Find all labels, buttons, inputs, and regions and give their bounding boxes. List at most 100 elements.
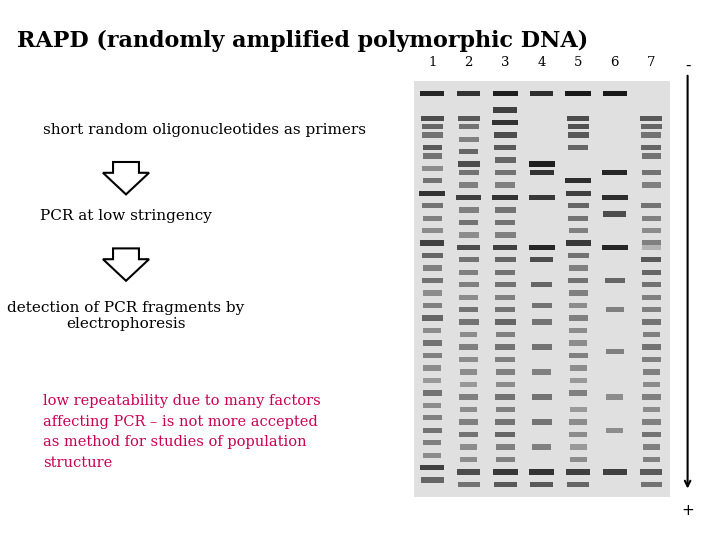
Bar [606, 307, 624, 312]
Bar [458, 116, 480, 121]
Bar [457, 91, 480, 96]
Text: 4: 4 [538, 56, 546, 69]
Bar [642, 394, 661, 400]
Bar [494, 132, 517, 138]
Bar [529, 195, 554, 200]
Bar [457, 245, 480, 250]
Text: 6: 6 [611, 56, 619, 69]
Bar [642, 153, 661, 159]
Bar [566, 240, 591, 246]
Polygon shape [103, 162, 149, 194]
Bar [459, 207, 479, 213]
Bar [422, 228, 443, 233]
Bar [496, 407, 515, 412]
Bar [495, 294, 516, 300]
Bar [460, 444, 477, 450]
Bar [532, 320, 552, 325]
Bar [460, 382, 477, 387]
Bar [642, 257, 661, 262]
Bar [532, 394, 552, 400]
Bar [640, 116, 662, 121]
Bar [423, 453, 441, 458]
Bar [496, 332, 515, 338]
Bar [423, 145, 442, 150]
Bar [640, 469, 662, 475]
Bar [570, 419, 587, 424]
Bar [531, 282, 552, 287]
Bar [422, 253, 443, 258]
Bar [495, 394, 516, 400]
Bar [569, 315, 588, 321]
Bar [642, 145, 661, 150]
Bar [606, 349, 624, 354]
Text: 7: 7 [647, 56, 656, 69]
Bar [495, 345, 516, 350]
Bar [568, 132, 589, 138]
Polygon shape [103, 248, 149, 281]
Bar [423, 353, 442, 358]
Bar [496, 457, 515, 462]
Bar [422, 203, 443, 208]
Bar [495, 357, 516, 362]
Bar [459, 257, 479, 262]
Bar [642, 369, 660, 375]
Bar [420, 191, 445, 196]
Bar [422, 278, 443, 284]
Bar [642, 240, 661, 246]
Bar [496, 444, 515, 450]
Bar [642, 345, 661, 350]
Bar [423, 303, 442, 308]
Bar [566, 469, 590, 475]
Bar [421, 477, 444, 483]
Bar [422, 124, 443, 130]
Bar [603, 469, 627, 475]
Bar [495, 257, 516, 262]
Bar [603, 170, 627, 175]
Bar [495, 145, 516, 150]
Text: PCR at low stringency: PCR at low stringency [40, 209, 212, 223]
Bar [423, 365, 441, 370]
Bar [602, 245, 628, 250]
Bar [642, 245, 661, 250]
Bar [495, 269, 516, 275]
Bar [642, 307, 661, 312]
Bar [423, 328, 441, 333]
Bar [642, 419, 661, 424]
Text: detection of PCR fragments by
electrophoresis: detection of PCR fragments by electropho… [7, 301, 245, 331]
Bar [459, 357, 478, 362]
Bar [570, 328, 587, 333]
Text: 2: 2 [464, 56, 473, 69]
Bar [422, 166, 443, 171]
Bar [460, 407, 477, 412]
Bar [641, 124, 662, 130]
Bar [642, 282, 661, 287]
Bar [495, 170, 516, 175]
Bar [459, 294, 478, 300]
Bar [529, 161, 554, 167]
Bar [569, 228, 588, 233]
Bar [496, 369, 515, 375]
Bar [642, 407, 660, 412]
Bar [642, 382, 660, 387]
Bar [642, 170, 661, 175]
Bar [570, 303, 587, 308]
Bar [570, 390, 587, 395]
Bar [569, 266, 588, 271]
Bar [421, 116, 444, 121]
Bar [565, 91, 591, 96]
Bar [420, 240, 444, 246]
Bar [459, 124, 479, 130]
Bar [566, 191, 591, 196]
Bar [606, 394, 624, 400]
Bar [459, 232, 479, 238]
Bar [423, 377, 441, 383]
Bar [570, 444, 587, 450]
Bar [459, 220, 478, 225]
Bar [493, 245, 518, 250]
Bar [414, 81, 670, 497]
Bar [605, 278, 625, 284]
Bar [422, 315, 443, 321]
Bar [459, 394, 478, 400]
Bar [642, 132, 661, 138]
Bar [495, 307, 516, 312]
